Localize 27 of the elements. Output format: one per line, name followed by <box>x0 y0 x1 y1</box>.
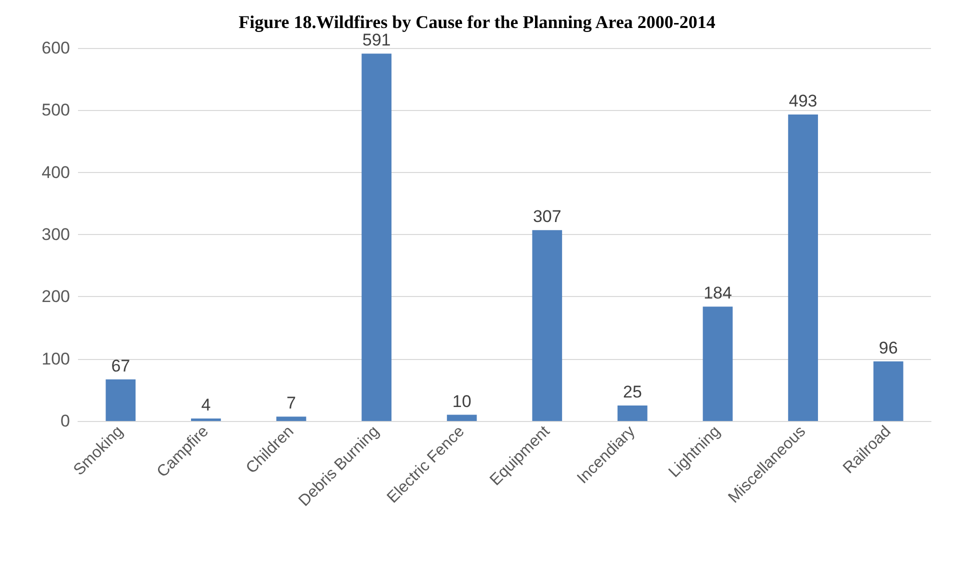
bar <box>873 361 904 421</box>
data-label: 7 <box>286 394 296 413</box>
y-tick-label: 400 <box>42 162 70 182</box>
bar <box>106 379 136 421</box>
bar <box>788 114 818 421</box>
bar <box>532 230 562 421</box>
data-label: 4 <box>201 396 211 415</box>
bar <box>362 54 392 421</box>
data-label: 184 <box>704 284 732 303</box>
bar <box>702 306 733 421</box>
data-label: 307 <box>532 207 562 226</box>
data-label: 67 <box>111 356 130 376</box>
bar <box>446 414 477 421</box>
y-tick-label: 600 <box>42 38 70 58</box>
y-tick-label: 0 <box>60 412 70 430</box>
chart-title: Figure 18.Wildfires by Cause for the Planning Area 2000-2014 <box>238 12 716 32</box>
y-tick-label: 500 <box>42 100 70 120</box>
data-label: 493 <box>788 92 818 111</box>
bar <box>618 405 648 421</box>
y-tick-label: 100 <box>42 349 70 368</box>
data-label: 591 <box>362 30 391 50</box>
y-tick-label: 200 <box>42 287 70 306</box>
data-label: 25 <box>622 382 642 402</box>
y-tick-label: 300 <box>42 225 70 244</box>
data-label: 96 <box>878 338 898 358</box>
bar <box>276 416 306 421</box>
data-label: 10 <box>452 392 472 411</box>
